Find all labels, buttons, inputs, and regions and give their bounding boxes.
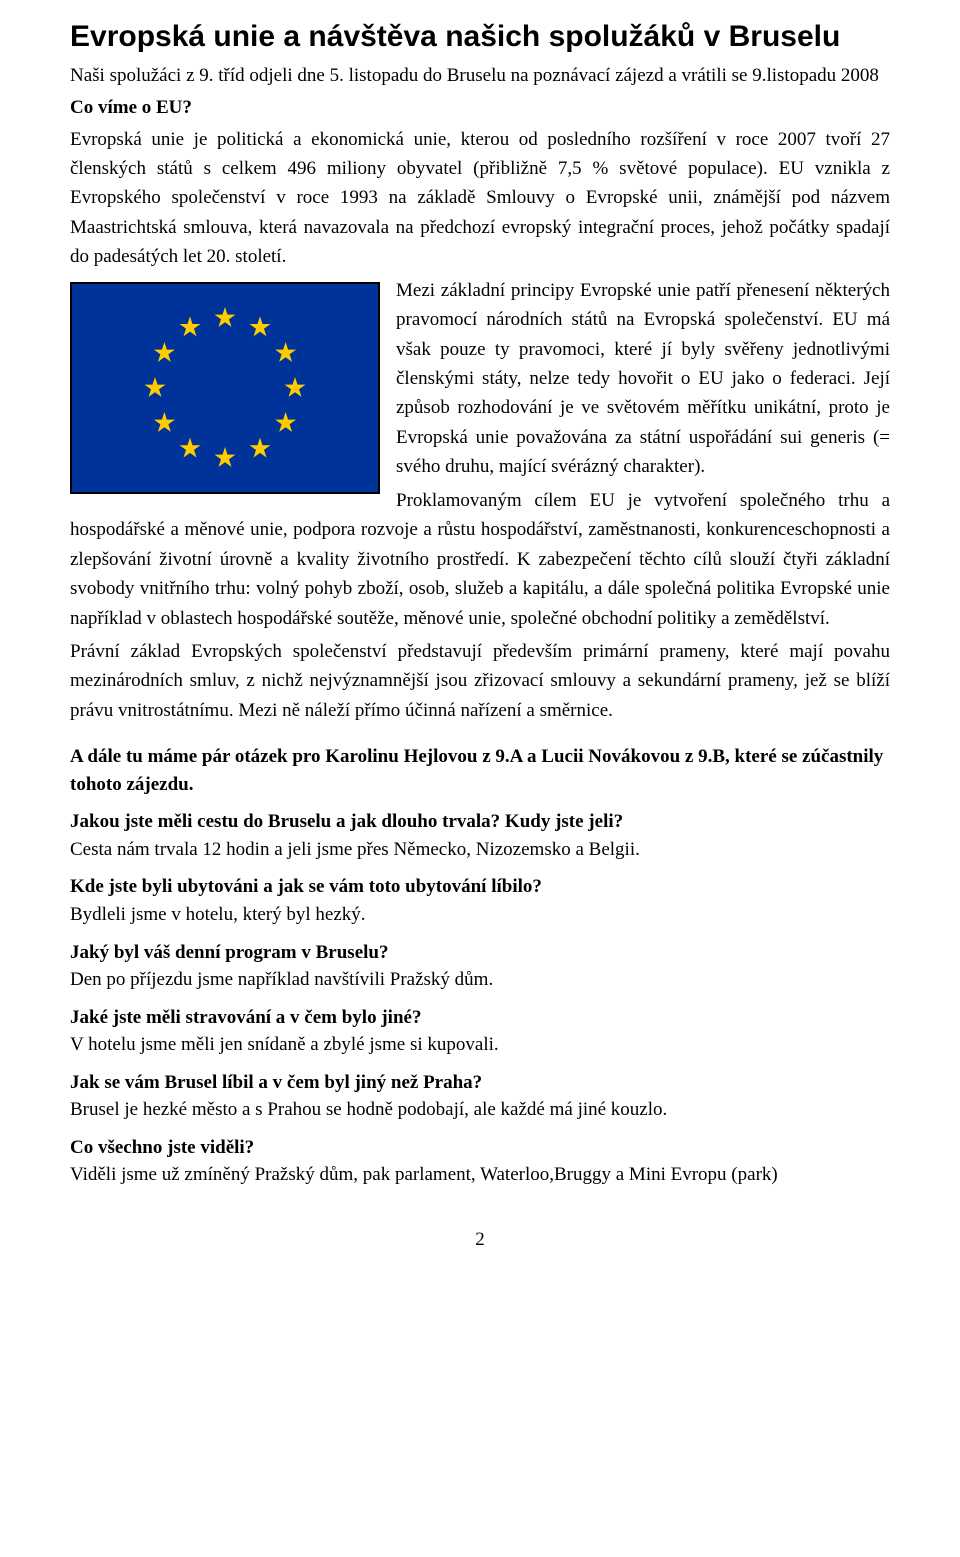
qa-answer: Viděli jsme už zmíněný Pražský dům, pak … bbox=[70, 1161, 890, 1189]
interview-lead: A dále tu máme pár otázek pro Karolinu H… bbox=[70, 743, 890, 798]
qa-answer: Cesta nám trvala 12 hodin a jeli jsme př… bbox=[70, 836, 890, 864]
qa-answer: Den po příjezdu jsme například navštívil… bbox=[70, 966, 890, 994]
qa-section: Jakou jste měli cestu do Bruselu a jak d… bbox=[70, 808, 890, 1189]
page-number: 2 bbox=[70, 1229, 890, 1251]
qa-question: Co všechno jste viděli? bbox=[70, 1134, 890, 1162]
paragraph-4: Právní základ Evropských společenství př… bbox=[70, 637, 890, 725]
qa-question: Jakou jste měli cestu do Bruselu a jak d… bbox=[70, 808, 890, 836]
qa-question: Kde jste byli ubytováni a jak se vám tot… bbox=[70, 873, 890, 901]
paragraph-1: Evropská unie je politická a ekonomická … bbox=[70, 125, 890, 272]
eu-flag-figure bbox=[70, 282, 380, 494]
subheading: Co víme o EU? bbox=[70, 97, 890, 119]
qa-question: Jak se vám Brusel líbil a v čem byl jiný… bbox=[70, 1069, 890, 1097]
qa-answer: Brusel je hezké město a s Prahou se hodn… bbox=[70, 1096, 890, 1124]
paragraph-3: Proklamovaným cílem EU je vytvoření spol… bbox=[70, 486, 890, 633]
eu-flag-icon bbox=[70, 282, 380, 494]
qa-question: Jaké jste měli stravování a v čem bylo j… bbox=[70, 1004, 890, 1032]
intro-text: Naši spolužáci z 9. tříd odjeli dne 5. l… bbox=[70, 62, 890, 91]
qa-answer: V hotelu jsme měli jen snídaně a zbylé j… bbox=[70, 1031, 890, 1059]
qa-question: Jaký byl váš denní program v Bruselu? bbox=[70, 939, 890, 967]
page-title: Evropská unie a návštěva našich spolužák… bbox=[70, 20, 890, 54]
document-page: Evropská unie a návštěva našich spolužák… bbox=[0, 0, 960, 1291]
qa-answer: Bydleli jsme v hotelu, který byl hezký. bbox=[70, 901, 890, 929]
